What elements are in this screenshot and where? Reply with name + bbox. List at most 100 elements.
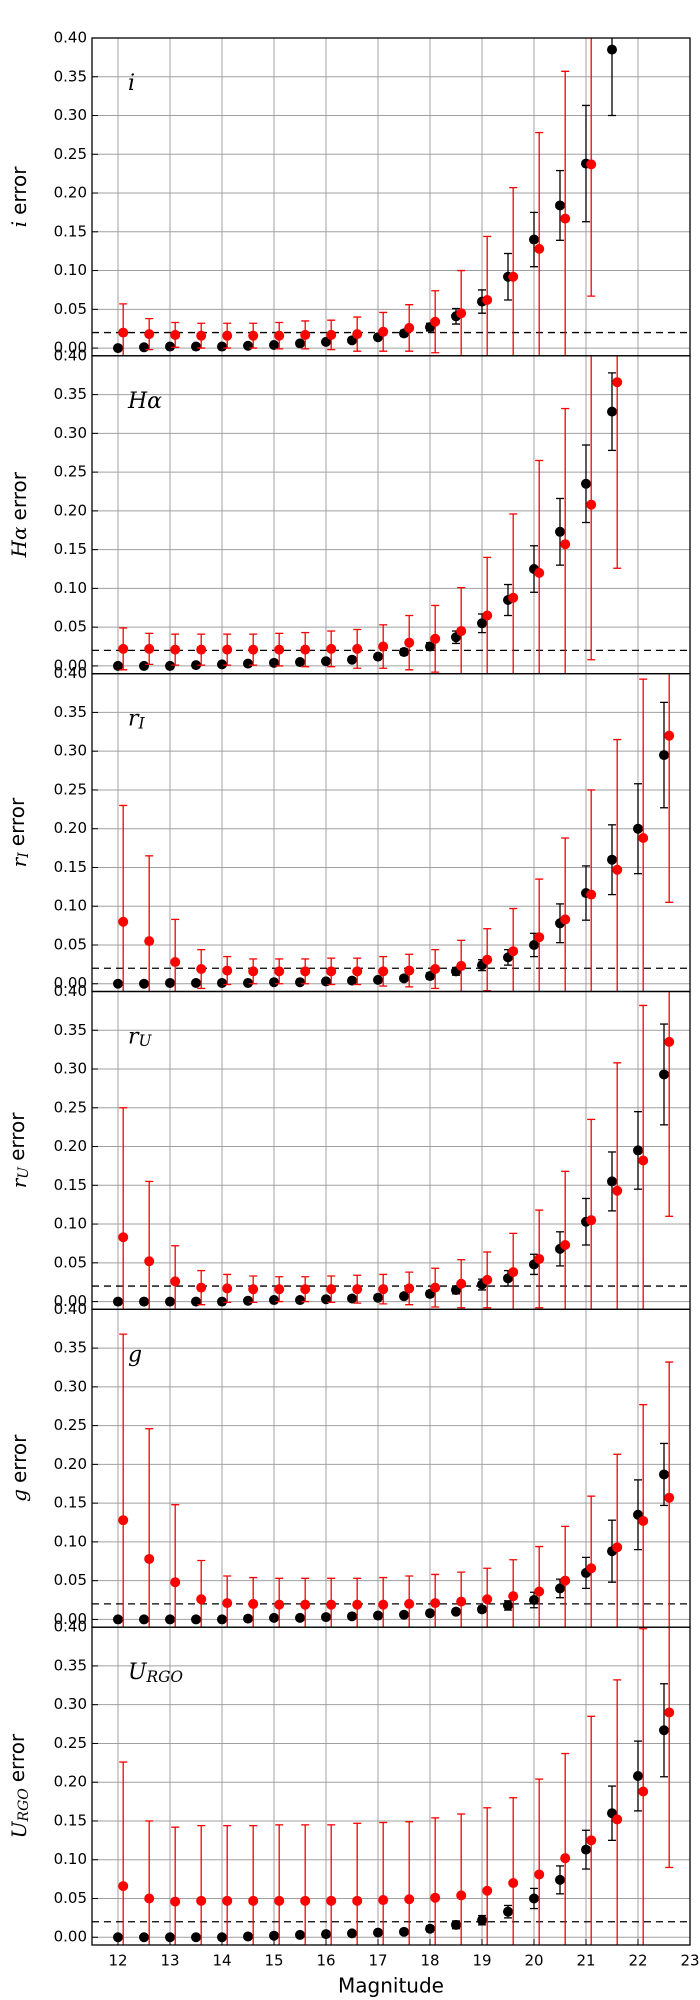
y-axis-label-suffix: error xyxy=(5,797,29,846)
point xyxy=(165,660,175,671)
point xyxy=(326,1599,337,1610)
point xyxy=(347,1293,357,1304)
panel-label-main: g xyxy=(128,1342,142,1367)
point xyxy=(222,330,233,341)
point xyxy=(217,341,227,352)
x-tick-label: 18 xyxy=(420,1952,439,1970)
point xyxy=(664,1036,675,1047)
panel-label-main: U xyxy=(128,1660,148,1685)
point xyxy=(269,1295,279,1306)
point xyxy=(144,643,155,654)
point xyxy=(352,966,363,977)
point xyxy=(274,1895,285,1906)
point xyxy=(196,644,207,655)
y-tick-label: 0.20 xyxy=(54,184,87,202)
point xyxy=(113,978,123,989)
panel-label-main: r xyxy=(128,1025,140,1050)
point xyxy=(378,966,389,977)
point xyxy=(243,977,253,988)
point xyxy=(217,977,227,988)
point xyxy=(222,1895,233,1906)
point xyxy=(139,342,149,353)
panel-frame xyxy=(91,1626,691,1946)
y-axis-label-main: r xyxy=(7,856,31,867)
point xyxy=(612,377,623,388)
point xyxy=(534,1586,545,1597)
point xyxy=(243,1931,253,1942)
point xyxy=(191,1614,201,1625)
panel-frame xyxy=(91,990,691,1310)
y-axis-label-suffix: error xyxy=(5,1112,29,1161)
point xyxy=(451,1606,461,1617)
point xyxy=(113,343,123,354)
point xyxy=(508,1877,519,1888)
point xyxy=(191,660,201,671)
panel xyxy=(92,1309,690,1628)
point xyxy=(508,1591,519,1602)
point xyxy=(300,1895,311,1906)
point xyxy=(300,1284,311,1295)
point xyxy=(456,1278,467,1289)
point xyxy=(612,864,623,875)
point xyxy=(300,966,311,977)
y-axis-label-main: r xyxy=(7,1177,31,1188)
point xyxy=(113,1296,123,1307)
y-tick-label: 0.40 xyxy=(54,346,87,364)
y-tick-label: 0.40 xyxy=(54,1618,87,1636)
x-tick-label: 19 xyxy=(472,1952,491,1970)
point xyxy=(456,626,467,637)
panel-frame xyxy=(91,37,691,357)
point xyxy=(586,1563,597,1574)
point xyxy=(456,960,467,971)
point xyxy=(503,1906,513,1917)
point xyxy=(555,1583,565,1594)
point xyxy=(664,1492,675,1503)
point xyxy=(560,914,571,925)
point xyxy=(326,643,337,654)
point xyxy=(425,641,435,652)
y-tick-label: 0.25 xyxy=(54,1098,87,1116)
x-tick-label: 21 xyxy=(576,1952,595,1970)
point xyxy=(196,1895,207,1906)
y-tick-label: 0.25 xyxy=(54,780,87,798)
point xyxy=(560,213,571,224)
point xyxy=(222,1283,233,1294)
point xyxy=(217,1932,227,1943)
point xyxy=(248,966,259,977)
point xyxy=(638,1786,649,1797)
point xyxy=(399,646,409,657)
y-tick-label: 0.35 xyxy=(54,67,87,85)
point xyxy=(300,329,311,340)
point xyxy=(378,1284,389,1295)
y-tick-label: 0.40 xyxy=(54,664,87,682)
point xyxy=(243,1613,253,1624)
point xyxy=(295,1295,305,1306)
y-tick-label: 0.30 xyxy=(54,1695,87,1713)
y-tick-label: 0.05 xyxy=(54,300,87,318)
point xyxy=(139,660,149,671)
y-tick-label: 0.40 xyxy=(54,982,87,1000)
point xyxy=(222,644,233,655)
y-tick-label: 0.30 xyxy=(54,1060,87,1078)
x-tick-label: 22 xyxy=(628,1952,647,1970)
point xyxy=(659,1069,669,1080)
y-tick-label: 0.10 xyxy=(54,1532,87,1550)
point xyxy=(560,1575,571,1586)
point xyxy=(352,1599,363,1610)
point xyxy=(378,641,389,652)
point xyxy=(399,1926,409,1937)
y-axis-label-suffix: error xyxy=(7,471,31,520)
point xyxy=(482,954,493,965)
panel xyxy=(92,673,690,992)
y-tick-label: 0.35 xyxy=(54,1656,87,1674)
y-tick-label: 0.15 xyxy=(54,1176,87,1194)
y-tick-label: 0.25 xyxy=(54,1416,87,1434)
point xyxy=(321,656,331,667)
point xyxy=(139,1296,149,1307)
panel-label: i xyxy=(128,71,135,96)
y-axis-label-suffix: error xyxy=(5,1733,29,1782)
point xyxy=(170,1896,181,1907)
point xyxy=(347,975,357,986)
x-tick-label: 17 xyxy=(368,1952,387,1970)
